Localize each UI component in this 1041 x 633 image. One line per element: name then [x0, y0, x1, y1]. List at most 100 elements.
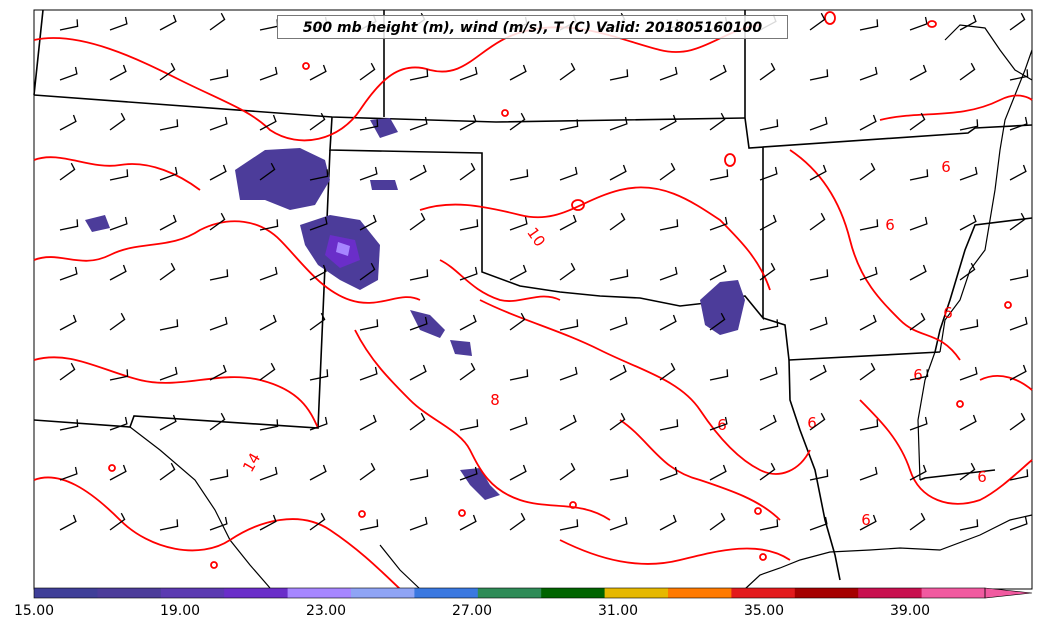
wind-barb [809, 116, 828, 131]
wind-barb [909, 264, 927, 281]
wind-barb [359, 462, 376, 481]
wind-barb [159, 14, 177, 31]
map-title: 500 mb height (m), wind (m/s), T (C) Val… [277, 15, 788, 39]
colorbar-tick-label: 39.00 [889, 603, 931, 619]
wind-barb [59, 19, 79, 31]
wind-barb [109, 464, 127, 481]
wind-barb [959, 366, 978, 381]
wind-barb [59, 514, 77, 531]
wind-barb [459, 466, 478, 481]
wind-barb [959, 119, 979, 131]
wind-barb [909, 512, 926, 531]
wind-barb [559, 262, 576, 281]
wind-barb [959, 414, 977, 431]
colorbar-segment [97, 588, 162, 598]
wind-barb [109, 312, 126, 331]
wind-barb [109, 64, 127, 81]
wind-barb [559, 519, 579, 531]
wind-barb [859, 219, 879, 231]
wind-barb [309, 264, 327, 281]
wind-barb [309, 169, 329, 181]
wind-barb [659, 162, 676, 181]
wind-barb [209, 116, 228, 131]
wind-barb [59, 114, 77, 131]
wind-barb [359, 519, 379, 531]
wind-barb [859, 362, 876, 381]
wind-barb [59, 266, 78, 281]
wind-barb [259, 162, 276, 181]
wind-barb [409, 316, 428, 331]
temperature-contours [33, 11, 1033, 590]
map-frame [33, 9, 1033, 590]
colorbar-border [33, 587, 986, 599]
wind-barb [859, 266, 878, 281]
wind-barb [609, 412, 626, 431]
wind-barb [59, 219, 79, 231]
wind-barb [909, 112, 926, 131]
wind-barb [509, 312, 526, 331]
wind-barb [209, 69, 229, 81]
colorbar-segment [921, 588, 986, 598]
wind-barb [459, 266, 478, 281]
colorbar-segment [224, 588, 289, 598]
wind-barb [509, 264, 527, 281]
wind-barb [359, 62, 376, 81]
wind-barb [209, 364, 227, 381]
wind-barb [959, 519, 979, 531]
wind-barb [859, 66, 878, 81]
wind-barb [559, 319, 579, 331]
wind-barb [559, 414, 577, 431]
wind-barb [309, 312, 326, 331]
wind-barb [909, 416, 928, 431]
contour-label: 8 [490, 391, 500, 409]
wind-barb [809, 469, 829, 481]
wind-barb [109, 16, 128, 31]
wind-barb [759, 214, 777, 231]
wind-barb [909, 312, 926, 331]
wind-barb [159, 462, 176, 481]
colorbar-segment [731, 588, 796, 598]
wind-barb [1009, 364, 1027, 381]
wind-barb [959, 14, 977, 31]
wind-barb [1009, 69, 1029, 81]
contour-label: 6 [807, 414, 817, 432]
colorbar-segment [160, 588, 225, 598]
wind-barb [659, 314, 677, 331]
wind-barb [409, 364, 427, 381]
wind-barb [359, 214, 377, 231]
wind-barb [109, 416, 128, 431]
wind-barb [409, 412, 426, 431]
colorbar-segment [477, 588, 542, 598]
wind-barb [309, 512, 326, 531]
wind-barb [459, 114, 477, 131]
wind-barb [909, 64, 927, 81]
colorbar-segment [794, 588, 859, 598]
wind-barb [109, 216, 128, 231]
wind-barb [959, 62, 976, 81]
wind-barb [459, 314, 477, 331]
wind-barb [1009, 116, 1028, 131]
wind-barb [959, 166, 978, 181]
wind-barb [659, 266, 678, 281]
contour-label: 10 [523, 224, 549, 250]
rivers-coast [129, 24, 1033, 590]
wind-barb [559, 166, 578, 181]
wind-barb [709, 416, 728, 431]
wind-barb [259, 66, 278, 81]
wind-barb [459, 362, 476, 381]
wind-barb [159, 414, 177, 431]
wind-barb [59, 66, 78, 81]
wind-barb [159, 62, 176, 81]
wind-barb [559, 462, 576, 481]
wind-barb [859, 114, 877, 131]
wind-barb [309, 416, 328, 431]
wind-barbs [59, 12, 1029, 531]
wind-barb [59, 466, 78, 481]
colorbar-segment [287, 588, 352, 598]
wind-barb [1009, 469, 1029, 481]
wind-barb [309, 216, 328, 231]
wind-barb [709, 312, 726, 331]
wind-barb [709, 169, 729, 181]
wind-barb [159, 166, 178, 181]
